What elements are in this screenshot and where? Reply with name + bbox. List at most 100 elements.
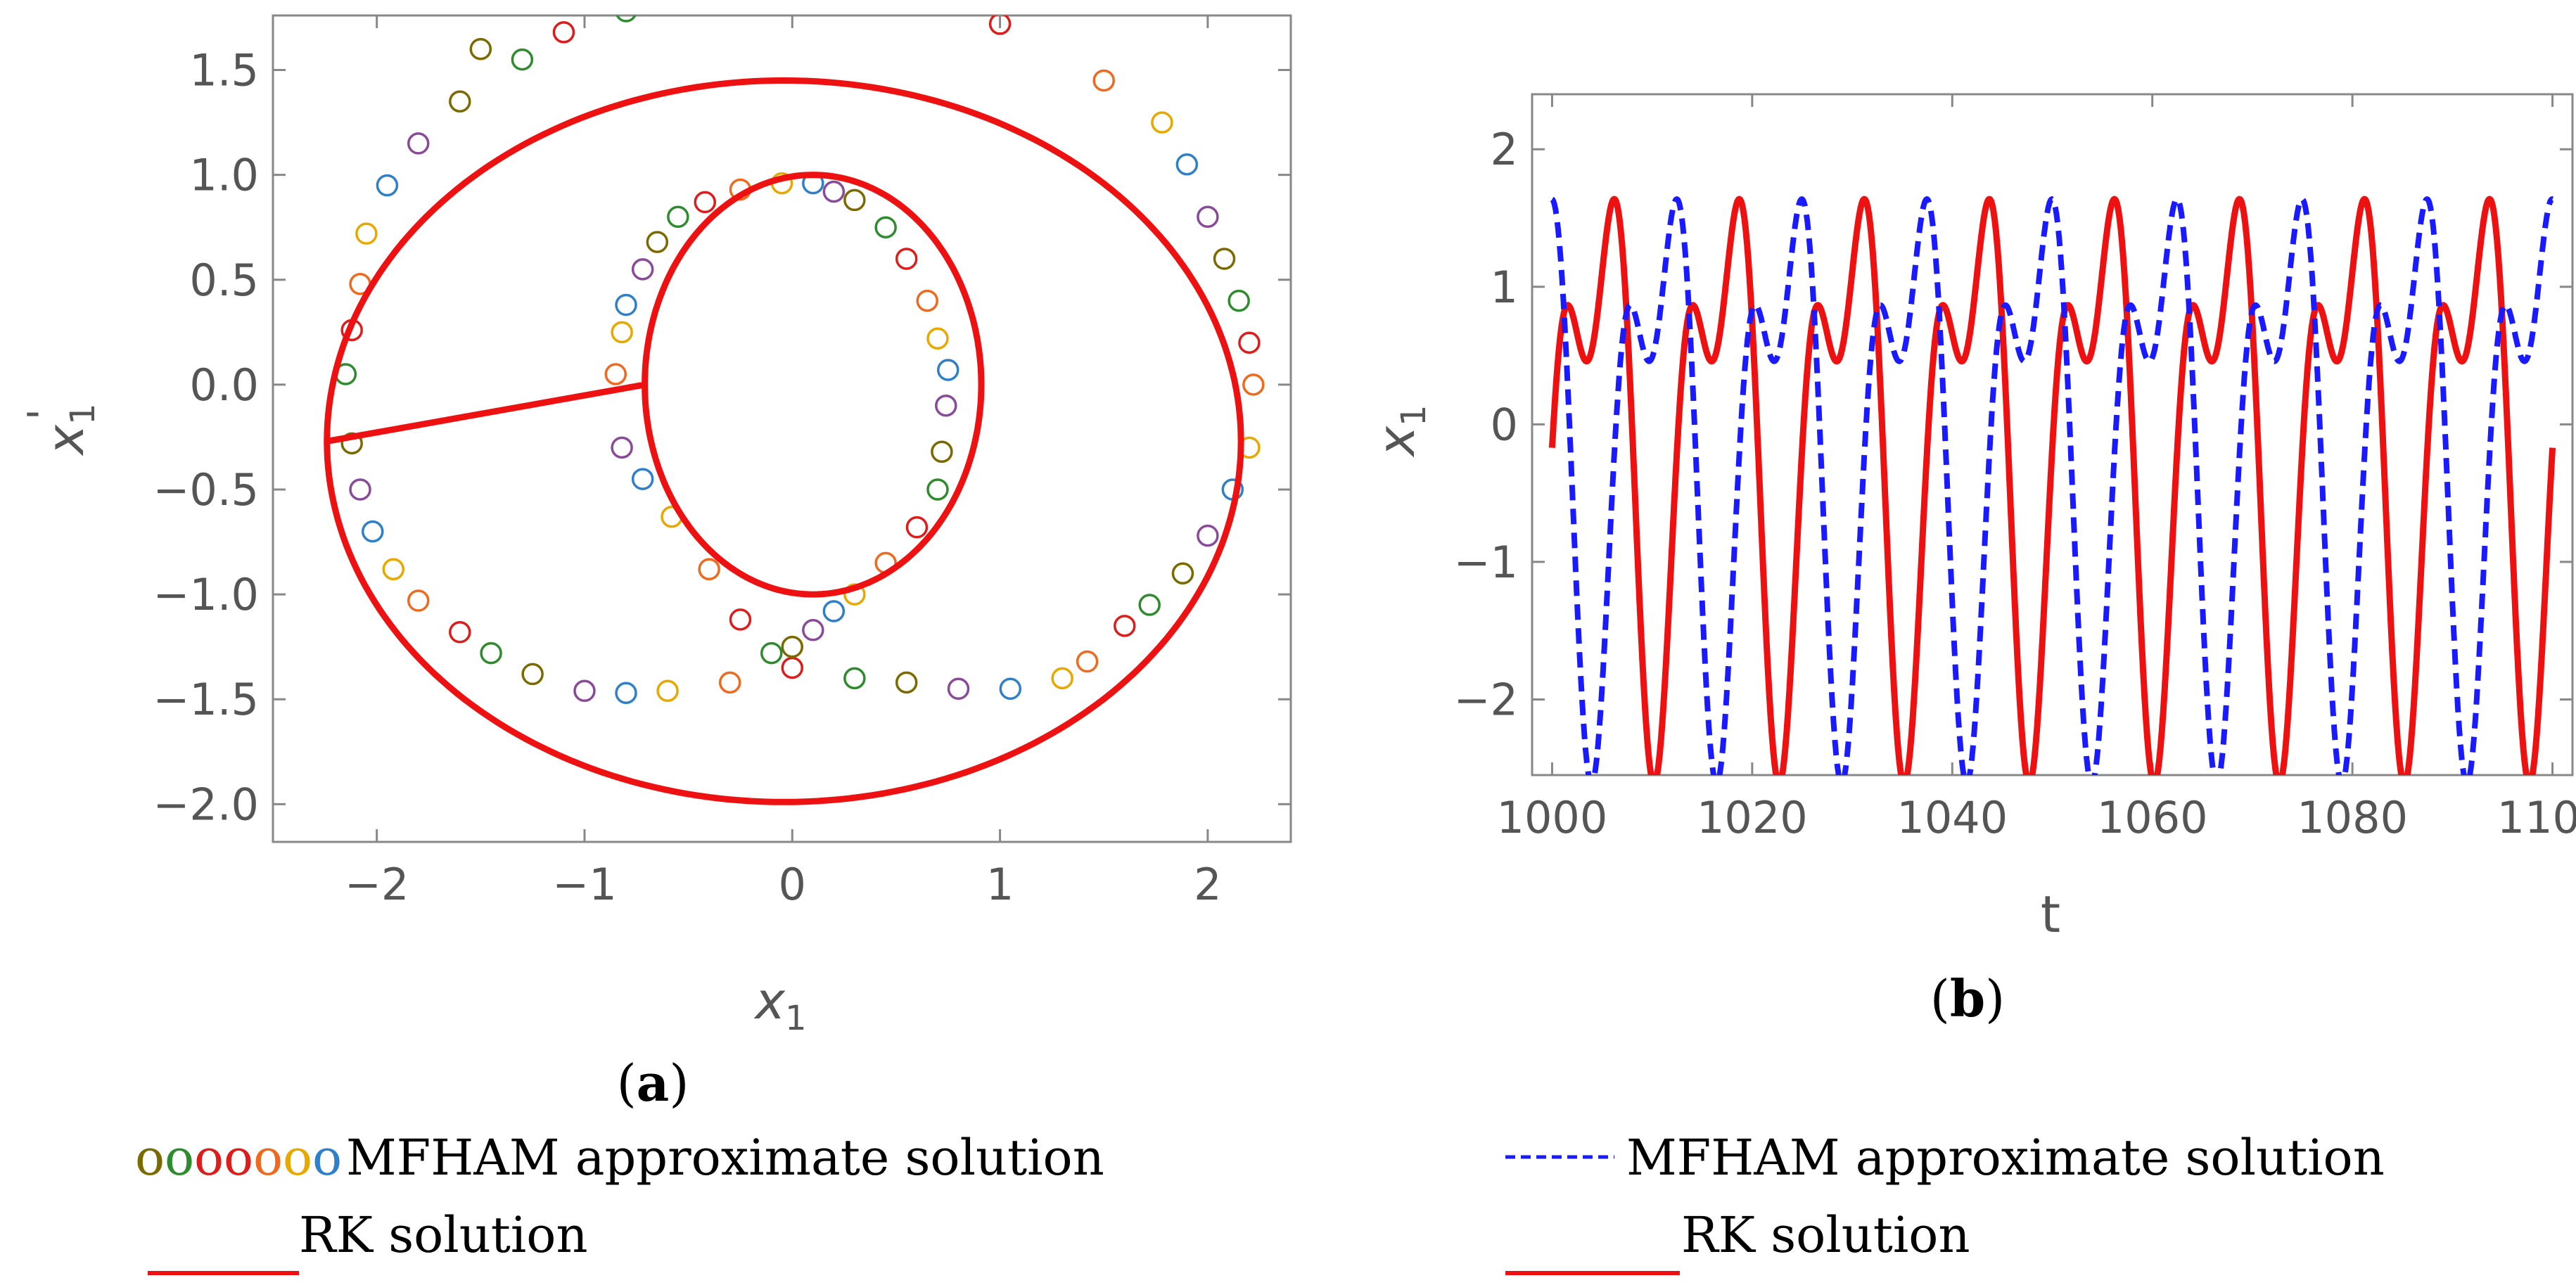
y-tick-label-a: 1.0 xyxy=(189,150,259,201)
x-tick-label-a: −2 xyxy=(345,859,409,910)
x-tick-label-b: 1000 xyxy=(1497,792,1608,843)
mfham-markers xyxy=(334,15,1265,705)
mfham-marker xyxy=(480,641,502,665)
mfham-marker xyxy=(760,641,783,665)
mfham-marker xyxy=(349,478,371,501)
mfham-marker xyxy=(781,635,804,658)
mfham-marker xyxy=(729,608,752,631)
mfham-marker xyxy=(694,191,716,214)
mfham-marker xyxy=(822,180,846,203)
mfham-marker xyxy=(895,671,918,694)
mfham-marker xyxy=(552,21,575,44)
x-tick-label-a: 1 xyxy=(986,859,1014,910)
mfham-marker xyxy=(931,440,953,464)
y-tick-label-a: −2.0 xyxy=(153,779,259,830)
y-tick-label-a: −0.5 xyxy=(153,464,259,516)
mfham-marker xyxy=(988,15,1012,35)
mfham-marker xyxy=(521,663,544,686)
legend-marker-glyph: o xyxy=(253,1129,283,1187)
x-axis-label-a: x1 xyxy=(753,971,806,1038)
mfham-marker xyxy=(1175,153,1199,176)
mfham-dashed-line xyxy=(1550,196,2554,775)
x-tick-label-b: 1080 xyxy=(2297,792,2408,843)
mfham-marker xyxy=(698,558,720,581)
mfham-marker xyxy=(926,478,949,501)
mfham-marker xyxy=(802,619,824,641)
mfham-marker xyxy=(947,677,970,701)
tick-labels-b: 1000 1020 1040 1060 1080 1100 −2 −1 0 1 2 xyxy=(1454,124,2576,843)
time-series-panel: 1000 1020 1040 1060 1080 1100 −2 −1 0 1 2 t x1 (b) xyxy=(1367,93,2576,1028)
legend-right-dashed-text: MFHAM approximate solution xyxy=(1626,1129,2385,1187)
mfham-marker xyxy=(1051,667,1073,690)
y-tick-label-a: −1.5 xyxy=(153,674,259,725)
mfham-marker xyxy=(616,15,637,23)
mfham-marker xyxy=(449,621,471,644)
mfham-marker xyxy=(611,436,633,459)
y-tick-label-b: 1 xyxy=(1491,262,1518,313)
mfham-marker xyxy=(355,222,378,245)
mfham-marker xyxy=(1197,205,1219,229)
mfham-marker xyxy=(511,48,534,71)
mfham-marker xyxy=(935,394,957,417)
mfham-marker xyxy=(1076,650,1099,673)
mfham-marker xyxy=(361,520,384,543)
mfham-marker xyxy=(656,679,679,703)
x-tick-label-b: 1020 xyxy=(1697,792,1808,843)
mfham-marker xyxy=(1092,69,1115,92)
legend-marker-glyph: o xyxy=(312,1129,342,1187)
mfham-marker xyxy=(631,258,654,281)
legend-marker-glyph: o xyxy=(194,1129,224,1187)
y-tick-label-b: −1 xyxy=(1454,537,1518,588)
mfham-marker xyxy=(1138,594,1161,616)
legend-marker-glyph: o xyxy=(224,1129,253,1187)
y-tick-label-b: −2 xyxy=(1454,674,1518,725)
mfham-marker xyxy=(1238,331,1261,354)
tick-labels-a: −2 −1 0 1 2 −2.0 −1.5 −1.0 −0.5 0.0 0.5 1.0 1.5 xyxy=(153,45,1221,910)
mfham-marker xyxy=(340,432,363,455)
x-axis-label-b: t xyxy=(2041,885,2060,944)
mfham-marker xyxy=(1151,111,1173,134)
mfham-marker xyxy=(469,37,492,60)
legend-marker-glyph: o xyxy=(283,1129,312,1187)
mfham-marker xyxy=(449,90,471,113)
x-tick-label-b: 1040 xyxy=(1896,792,2008,843)
rk-solution-line xyxy=(1548,196,2556,775)
mfham-marker xyxy=(382,558,405,581)
y-axis-label-a: x1' xyxy=(19,403,103,456)
y-tick-label-a: 0.5 xyxy=(189,255,259,306)
mfham-marker xyxy=(936,359,959,381)
mfham-marker xyxy=(646,231,669,253)
mfham-marker xyxy=(926,327,949,350)
mfham-marker xyxy=(407,589,430,612)
mfham-marker xyxy=(615,682,637,705)
mfham-marker xyxy=(822,600,846,622)
plot-frame-b xyxy=(1531,93,2574,776)
mfham-marker xyxy=(407,132,430,155)
x-tick-label-b: 1060 xyxy=(2097,792,2208,843)
mfham-marker xyxy=(1114,615,1136,637)
mfham-marker xyxy=(376,174,399,197)
y-tick-label-a: 0.0 xyxy=(189,359,259,411)
plot-frame-a xyxy=(272,14,1292,843)
rk-phase-curve xyxy=(324,77,1244,805)
x-tick-label-a: 0 xyxy=(779,859,806,910)
mfham-marker xyxy=(1242,373,1265,396)
mfham-marker xyxy=(999,677,1022,701)
mfham-marker xyxy=(1197,524,1219,547)
x-tick-label-a: 2 xyxy=(1194,859,1221,910)
x-tick-label-a: −1 xyxy=(552,859,616,910)
mfham-marker xyxy=(1171,562,1194,585)
mfham-marker xyxy=(905,516,929,539)
y-tick-label-a: 1.5 xyxy=(189,45,259,96)
y-tick-label-a: −1.0 xyxy=(153,569,259,620)
mfham-marker xyxy=(916,289,938,312)
mfham-marker xyxy=(604,363,627,385)
mfham-marker xyxy=(1213,248,1236,270)
legend-marker-glyph: o xyxy=(135,1129,165,1187)
mfham-marker xyxy=(667,205,689,229)
mfham-marker xyxy=(573,679,596,703)
mfham-marker xyxy=(718,671,741,694)
